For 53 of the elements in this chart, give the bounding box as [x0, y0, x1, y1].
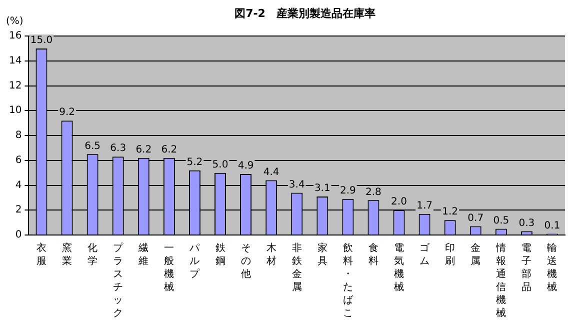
x-tick-label: 非鉄金属: [292, 242, 302, 294]
x-tick-label: プラスチック: [113, 242, 124, 320]
data-label: 0.3: [518, 218, 535, 229]
x-tick-label: 電子部品: [522, 243, 532, 294]
y-tick-label: 16: [8, 30, 22, 42]
x-tick-label: ゴム: [420, 242, 431, 268]
data-label: 1.7: [416, 200, 432, 212]
data-label: 5.2: [186, 156, 203, 168]
x-tick-label: 輸送機械: [547, 242, 558, 294]
data-label: 6.2: [161, 144, 178, 156]
x-tick-label: 情報通信機械: [495, 242, 506, 320]
x-tick-label: 化学: [88, 242, 98, 268]
x-tick-label: 一般機械: [164, 243, 174, 294]
x-tick-label: 飲料・たばこ: [342, 243, 354, 320]
data-label: 0.1: [544, 220, 560, 232]
data-label: 2.9: [340, 186, 356, 197]
x-tick-label: パルプ: [188, 243, 201, 280]
data-label: 4.4: [263, 166, 280, 178]
x-tick-label: 金属: [470, 242, 481, 268]
data-label: 6.5: [84, 140, 101, 152]
x-tick-label: 鉄鋼: [215, 242, 226, 268]
x-tick-label: 電気機械: [394, 243, 404, 294]
data-label: 6.2: [136, 144, 152, 156]
data-label: 1.2: [442, 206, 458, 218]
x-tick-label: 繊維: [138, 242, 149, 268]
y-tick-label: 6: [15, 154, 22, 166]
x-tick-label: 窯業: [62, 242, 72, 268]
data-label: 15.0: [30, 35, 53, 46]
y-tick-label: 14: [8, 55, 22, 66]
data-label: 3.4: [288, 179, 305, 190]
x-tick-label: 家具: [317, 242, 328, 268]
x-tick-label: 衣服: [36, 242, 46, 268]
data-label: 0.5: [493, 215, 510, 226]
x-tick-label: 食料: [368, 242, 378, 268]
data-label: 0.7: [468, 212, 484, 224]
data-label: 3.1: [314, 183, 330, 194]
y-tick-label: 2: [15, 204, 22, 216]
y-tick-label: 8: [15, 130, 22, 142]
y-tick-label: 4: [15, 180, 22, 191]
data-label: 6.3: [110, 143, 126, 154]
data-label: 2.0: [391, 196, 407, 208]
chart-title: 図7-2 産業別製造品在庫率: [234, 7, 376, 20]
x-tick-label: 木材: [265, 242, 276, 268]
data-label: 9.2: [59, 107, 75, 118]
y-axis-title: (%): [6, 16, 24, 27]
data-label: 4.9: [238, 160, 254, 172]
x-tick-label: その他: [240, 243, 251, 280]
data-label: 2.8: [366, 186, 382, 198]
y-tick-label: 10: [8, 105, 22, 116]
y-tick-label: 12: [8, 80, 22, 92]
x-tick-label: 印刷: [445, 242, 456, 268]
y-tick-label: 0: [15, 230, 22, 241]
data-label: 5.0: [212, 159, 228, 170]
